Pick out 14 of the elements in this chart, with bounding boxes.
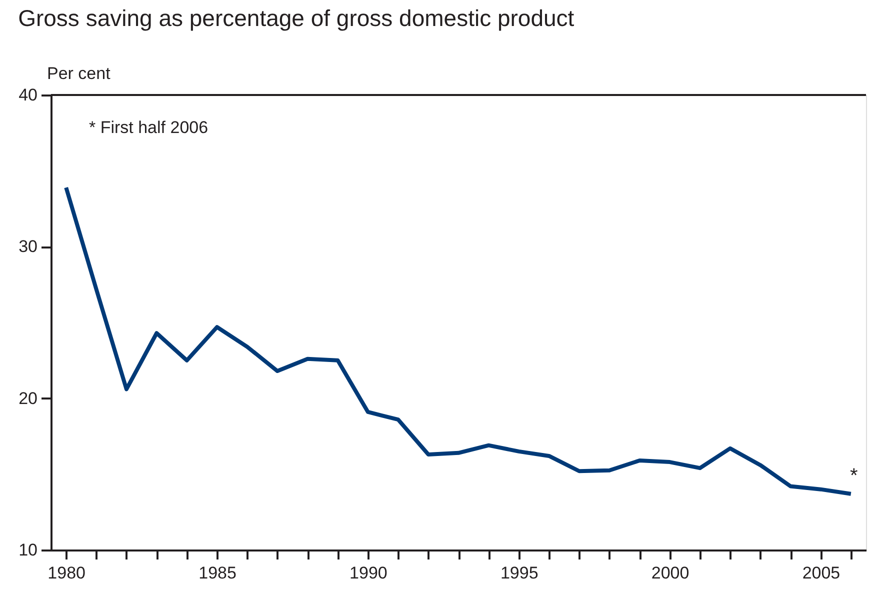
- y-axis-title: Per cent: [47, 64, 111, 83]
- x-tick-label: 1995: [500, 564, 538, 582]
- annotation: *: [850, 464, 858, 487]
- y-tick-label: 20: [18, 388, 38, 408]
- chart-title: Gross saving as percentage of gross domestic product: [18, 5, 575, 31]
- annotation: * First half 2006: [89, 118, 208, 137]
- y-tick-label: 10: [18, 540, 38, 560]
- x-tick-label: 2005: [802, 564, 840, 582]
- x-tick-label: 1990: [350, 564, 388, 582]
- x-tick-label: 2000: [651, 564, 690, 582]
- x-tick-label: 1980: [48, 564, 86, 582]
- x-tick-label: 1985: [198, 564, 236, 582]
- y-tick-label: 30: [18, 237, 38, 256]
- y-tick-label: 40: [18, 86, 38, 104]
